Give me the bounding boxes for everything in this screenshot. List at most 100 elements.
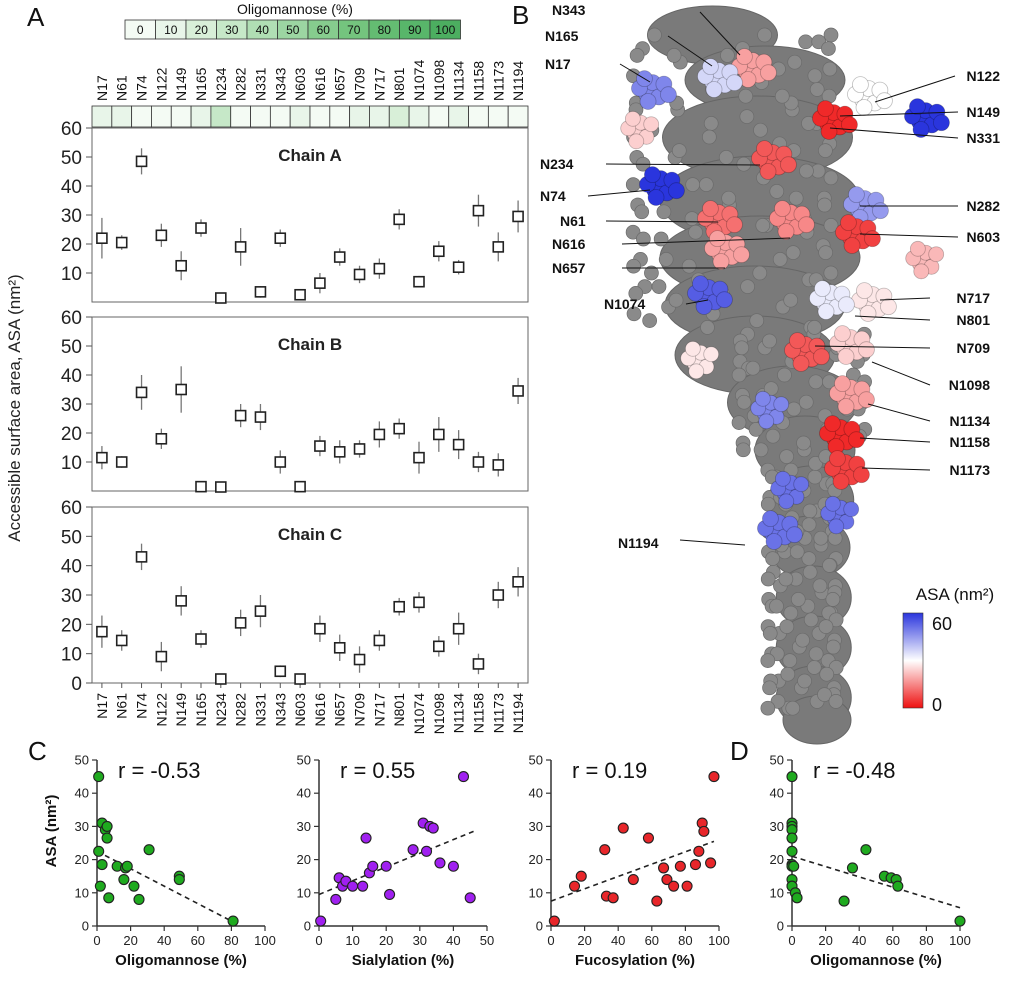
site-label-top: N657 <box>332 67 348 101</box>
chain-c-plot: 60 50 40 30 20 10 0 Chain C <box>61 498 529 695</box>
site-labels-bottom: N17 N61 N74 N122 N149 N165 N234 N282 N331 N343 N60… <box>94 693 526 734</box>
label-leader-line <box>871 361 931 386</box>
heat-cell <box>151 105 172 128</box>
site-label-top: N801 <box>391 67 407 101</box>
scatter-point <box>674 860 686 872</box>
protein-texture <box>698 177 714 192</box>
glycan-blob <box>789 332 806 350</box>
site-label-top: N61 <box>114 75 130 101</box>
data-point <box>294 288 306 301</box>
oligomannose-legend-title: Oligomannose (%) <box>237 1 353 17</box>
x-tick-label: 10 <box>345 933 359 948</box>
scatter-point <box>357 880 369 892</box>
site-label-bottom: N234 <box>213 693 229 727</box>
x-tick-label: 60 <box>886 933 900 948</box>
protein-texture <box>745 360 761 376</box>
glycan-blob <box>660 86 677 104</box>
protein-texture <box>787 54 803 70</box>
protein-texture <box>779 449 794 464</box>
heat-cell <box>487 105 509 128</box>
heat-cell <box>369 105 390 128</box>
protein-texture <box>802 503 818 519</box>
legend-cell-label: 70 <box>347 23 361 37</box>
glycan-blob <box>639 93 657 110</box>
y-tick-label: 20 <box>61 424 82 445</box>
protein-texture <box>788 190 804 206</box>
scatter-point <box>642 832 654 844</box>
correlation-annotation: r = -0.53 <box>118 758 201 783</box>
site-label-bottom: N1074 <box>411 693 427 734</box>
y-tick-label: 30 <box>770 819 784 834</box>
heat-cell <box>269 105 291 128</box>
heat-cell <box>289 105 311 128</box>
scatter-point <box>788 860 800 872</box>
data-point <box>175 595 187 607</box>
site-label-bottom: N165 <box>193 693 209 727</box>
y-tick-label: 30 <box>61 395 82 416</box>
protein-texture <box>770 694 786 709</box>
glycan-blob <box>774 200 791 218</box>
data-point <box>155 432 168 445</box>
protein-texture <box>703 116 719 131</box>
data-point <box>433 245 445 258</box>
colorbar-min-label: 0 <box>932 695 942 715</box>
scatter-point <box>103 892 115 904</box>
scatter-point <box>464 892 476 904</box>
glycan-blob <box>705 81 723 98</box>
y-tick-label: 30 <box>61 586 82 607</box>
protein-texture <box>769 184 785 199</box>
y-tick-label: 10 <box>61 264 82 285</box>
glycan-blob <box>928 246 945 263</box>
structure-site-label: N165 <box>545 28 579 44</box>
scatter-point <box>838 895 850 907</box>
label-leader-line <box>679 539 746 546</box>
protein-texture <box>647 27 662 43</box>
structure-site-label: N17 <box>545 56 571 72</box>
protein-texture <box>629 48 645 63</box>
protein-texture <box>735 442 751 458</box>
data-point <box>333 251 346 263</box>
site-labels-top: N17 N61 N74 N122 N149 N165 N234 N282 N331 N343 N60… <box>94 60 526 101</box>
scatter-point <box>668 880 680 892</box>
x-tick-label: 0 <box>315 933 322 948</box>
panel-label-d: D <box>730 736 749 766</box>
scatter-point <box>101 832 113 844</box>
glycan-blob <box>853 466 870 484</box>
structure-site-label: N1074 <box>604 296 645 312</box>
label-leader-line <box>829 127 959 139</box>
protein-texture <box>779 619 795 634</box>
site-label-bottom: N1098 <box>431 693 447 734</box>
asa-colorbar <box>902 612 924 709</box>
protein-texture <box>823 170 839 186</box>
scatter-point <box>434 857 446 869</box>
scatter-point <box>658 862 670 874</box>
protein-texture <box>807 469 823 485</box>
data-point <box>155 650 168 663</box>
site-label-top: N234 <box>213 67 229 101</box>
scatter-point <box>846 862 859 874</box>
y-tick-label: 30 <box>61 206 82 227</box>
y-tick-label: 50 <box>75 753 89 768</box>
protein-texture <box>772 252 788 267</box>
data-point <box>413 451 425 464</box>
data-point <box>433 428 445 441</box>
protein-texture <box>785 245 801 260</box>
glycan-blob <box>813 348 830 366</box>
site-label-bottom: N149 <box>173 693 189 727</box>
x-tick-label: 100 <box>949 933 971 948</box>
glycan-blob <box>780 156 797 174</box>
protein-texture <box>753 122 768 138</box>
protein-texture <box>828 612 844 628</box>
data-point <box>215 292 227 304</box>
protein-texture <box>762 333 777 349</box>
scatter-point <box>954 915 966 927</box>
scatter-fucosylation: 0 10 20 30 40 50 0 20 40 60 80 100 Fucosylation (%) r… <box>529 753 730 970</box>
scatter-point <box>330 893 342 905</box>
protein-texture <box>736 156 752 172</box>
protein-texture <box>823 265 839 281</box>
protein-texture <box>808 646 824 662</box>
data-point <box>373 634 386 647</box>
y-tick-label: 40 <box>61 557 82 578</box>
scatter-point <box>360 832 372 844</box>
protein-texture <box>718 150 734 165</box>
